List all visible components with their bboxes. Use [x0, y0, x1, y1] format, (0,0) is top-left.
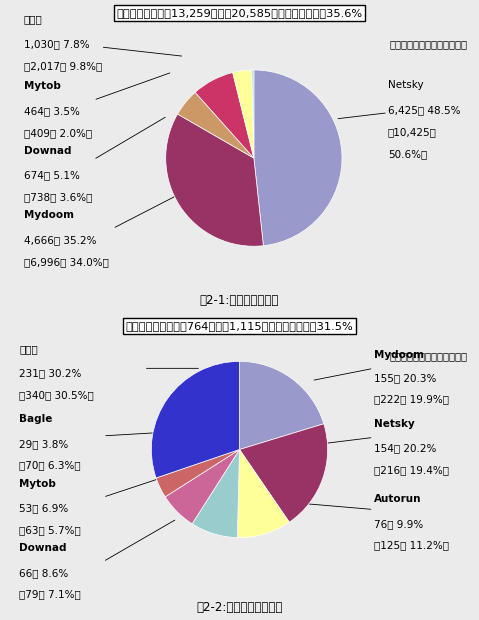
Text: （10,425個: （10,425個 — [388, 127, 437, 137]
Text: Netsky: Netsky — [388, 80, 423, 90]
Text: （70件 6.3%）: （70件 6.3%） — [19, 461, 81, 471]
Text: Bagle: Bagle — [19, 414, 53, 424]
Wedge shape — [237, 450, 289, 538]
Wedge shape — [240, 424, 328, 522]
Text: （注：括弧内は前月の数値）: （注：括弧内は前月の数値） — [389, 352, 467, 361]
Wedge shape — [165, 450, 240, 524]
Text: その他: その他 — [19, 343, 38, 354]
Text: 4,666個 35.2%: 4,666個 35.2% — [24, 235, 96, 245]
Text: （216件 19.4%）: （216件 19.4%） — [374, 465, 449, 475]
Wedge shape — [195, 73, 254, 158]
Text: 464個 3.5%: 464個 3.5% — [24, 107, 80, 117]
Text: （63件 5.7%）: （63件 5.7%） — [19, 525, 81, 535]
Text: 53件 6.9%: 53件 6.9% — [19, 503, 68, 513]
Wedge shape — [233, 70, 254, 158]
Text: 29件 3.8%: 29件 3.8% — [19, 439, 68, 449]
Text: Mydoom: Mydoom — [374, 350, 423, 360]
Wedge shape — [252, 70, 254, 158]
Wedge shape — [178, 92, 254, 158]
Wedge shape — [166, 114, 263, 246]
Text: Downad: Downad — [24, 146, 71, 156]
Text: （738個 3.6%）: （738個 3.6%） — [24, 193, 92, 203]
Text: 154件 20.2%: 154件 20.2% — [374, 443, 436, 454]
Text: 図2-2:ウイルス届出件数: 図2-2:ウイルス届出件数 — [196, 601, 283, 614]
Text: 231件 30.2%: 231件 30.2% — [19, 368, 81, 378]
Text: （注：括弧内は前月の数値）: （注：括弧内は前月の数値） — [389, 39, 467, 49]
Wedge shape — [240, 361, 324, 450]
Text: 76件 9.9%: 76件 9.9% — [374, 519, 423, 529]
Text: 674個 5.1%: 674個 5.1% — [24, 170, 80, 180]
Text: Mytob: Mytob — [24, 81, 61, 91]
Text: Netsky: Netsky — [374, 419, 414, 429]
Wedge shape — [151, 361, 240, 478]
Text: Mytob: Mytob — [19, 479, 56, 489]
Text: 6,425個 48.5%: 6,425個 48.5% — [388, 105, 460, 115]
Wedge shape — [156, 450, 240, 497]
Text: 155件 20.3%: 155件 20.3% — [374, 373, 436, 383]
Text: その他: その他 — [24, 14, 43, 24]
Text: （340件 30.5%）: （340件 30.5%） — [19, 390, 94, 400]
Text: （6,996個 34.0%）: （6,996個 34.0%） — [24, 257, 109, 267]
Text: （79件 7.1%）: （79件 7.1%） — [19, 589, 81, 600]
Text: Autorun: Autorun — [374, 494, 421, 504]
Text: （125件 11.2%）: （125件 11.2%） — [374, 540, 449, 550]
Text: （409個 2.0%）: （409個 2.0%） — [24, 128, 92, 138]
Text: 1,030個 7.8%: 1,030個 7.8% — [24, 39, 90, 49]
Text: ウイルス届出件数　764件　（1,115件）　前月比　－31.5%: ウイルス届出件数 764件 （1,115件） 前月比 －31.5% — [125, 321, 354, 331]
Text: （222件 19.9%）: （222件 19.9%） — [374, 394, 449, 404]
Text: （2,017個 9.8%）: （2,017個 9.8%） — [24, 61, 102, 71]
Text: Downad: Downad — [19, 543, 67, 553]
Wedge shape — [192, 450, 240, 538]
Wedge shape — [254, 70, 342, 246]
Text: 50.6%）: 50.6%） — [388, 149, 427, 159]
Text: 図2-1:ウイルス検出数: 図2-1:ウイルス検出数 — [200, 294, 279, 307]
Text: 66件 8.6%: 66件 8.6% — [19, 568, 68, 578]
Text: Mydoom: Mydoom — [24, 210, 74, 219]
Text: ウイルス検出数　13,259個　（20,585個）　前月比　－35.6%: ウイルス検出数 13,259個 （20,585個） 前月比 －35.6% — [116, 8, 363, 18]
